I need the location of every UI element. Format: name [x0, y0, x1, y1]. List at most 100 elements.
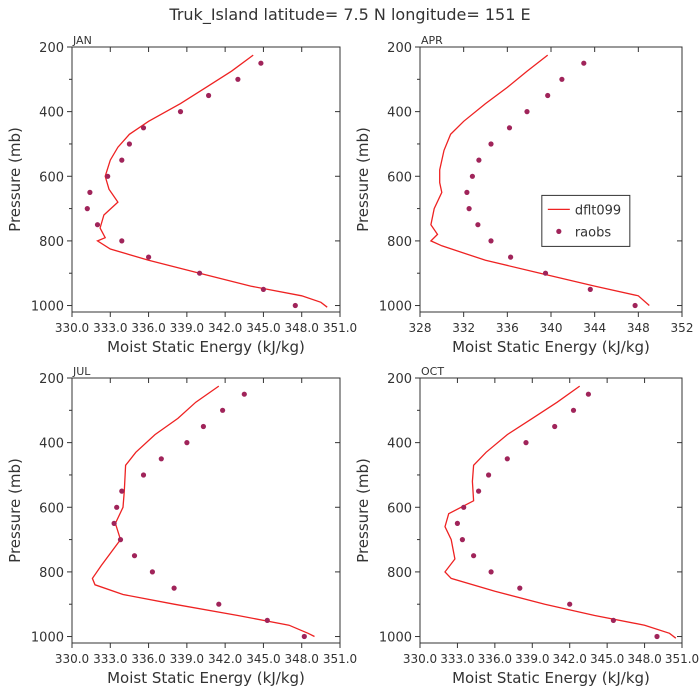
obs-point [184, 440, 190, 446]
x-tick-label: 332 [452, 321, 475, 335]
obs-point [264, 617, 270, 624]
x-tick-label: 330.0 [55, 321, 89, 335]
x-tick-label: 339.0 [170, 321, 204, 335]
y-tick-label: 400 [387, 106, 412, 121]
x-tick-label: 336.0 [131, 652, 165, 666]
y-tick-label: 600 [387, 170, 412, 185]
x-tick-label: 351.0 [665, 652, 699, 666]
x-tick-label: 345.0 [246, 652, 280, 666]
panel-oct: OCT 200 400 600 800 1000 330.0 333.0 336.0 339.0 3… [354, 365, 699, 687]
x-tick-label: 345.0 [590, 652, 624, 666]
x-tick-label: 342.0 [208, 321, 242, 335]
legend-label-model: dflt099 [575, 203, 621, 218]
obs-point [84, 206, 90, 212]
obs-point [488, 238, 494, 244]
x-axis-label: Moist Static Energy (kJ/kg) [107, 669, 305, 687]
obs-point [459, 537, 465, 543]
obs-point [197, 270, 203, 276]
legend-label-obs: raobs [575, 225, 612, 240]
obs-point [119, 157, 125, 163]
obs-point [654, 633, 660, 640]
obs-point [258, 60, 264, 66]
obs-point [117, 537, 124, 543]
x-tick-label: 336.0 [478, 652, 512, 666]
obs-point [200, 423, 206, 430]
obs-point [206, 92, 212, 99]
obs-point [126, 141, 132, 147]
panel-title: JUL [72, 365, 91, 378]
obs-point [542, 270, 549, 276]
obs-point [149, 569, 155, 575]
panel-title: OCT [421, 365, 444, 378]
x-tick-label: 328 [409, 321, 432, 335]
obs-point [567, 601, 573, 607]
series-line-dflt099 [444, 385, 677, 639]
x-tick-label: 336 [496, 321, 519, 335]
obs-point [504, 456, 510, 462]
x-tick-label: 345.0 [246, 321, 280, 335]
obs-point [552, 423, 558, 430]
series-line-dflt099 [429, 54, 650, 306]
obs-point [114, 504, 120, 510]
obs-point [476, 157, 482, 163]
obs-point [177, 109, 184, 115]
x-tick-label: 340 [540, 321, 563, 335]
y-tick-label: 200 [387, 372, 412, 387]
x-tick-label: 330.0 [55, 652, 89, 666]
x-tick-label: 348.0 [627, 652, 661, 666]
obs-point [466, 206, 472, 212]
obs-point [94, 222, 101, 228]
x-tick-label: 342.0 [208, 652, 242, 666]
y-tick-label: 1000 [379, 631, 412, 646]
obs-point [301, 633, 307, 640]
y-tick-label: 200 [39, 41, 64, 56]
obs-point [216, 601, 222, 607]
obs-point [111, 520, 117, 527]
obs-point [87, 189, 93, 195]
y-tick-label: 200 [387, 41, 412, 56]
obs-point [260, 286, 266, 292]
obs-point [476, 488, 482, 494]
y-tick-label: 600 [39, 170, 64, 185]
y-axis-label: Pressure (mb) [6, 458, 24, 563]
y-tick-label: 400 [39, 437, 64, 452]
panel-jul: JUL 200 400 600 800 1000 330.0 333.0 336.0 339.0 3… [6, 365, 357, 687]
obs-point [506, 125, 513, 131]
obs-point [235, 76, 241, 82]
y-tick-label: 1000 [379, 300, 412, 315]
obs-point [105, 173, 111, 179]
panel-title: JAN [72, 34, 92, 47]
obs-point [545, 92, 551, 99]
obs-point [559, 76, 565, 82]
x-tick-label: 344 [583, 321, 606, 335]
obs-point [140, 125, 147, 131]
x-tick-label: 348.0 [285, 321, 319, 335]
y-tick-label: 400 [39, 106, 64, 121]
obs-point [508, 254, 514, 260]
plot-frame [419, 377, 683, 644]
figure-title: Truk_Island latitude= 7.5 N longitude= 1… [168, 5, 530, 25]
x-tick-label: 333.0 [93, 652, 127, 666]
x-tick-label: 336.0 [131, 321, 165, 335]
series-line-dflt099 [96, 54, 328, 308]
x-axis-label: Moist Static Energy (kJ/kg) [107, 338, 305, 356]
plot-frame [71, 46, 341, 313]
obs-point [292, 302, 298, 309]
plot-frame [419, 46, 683, 313]
obs-point [140, 472, 147, 478]
obs-point [632, 302, 638, 309]
obs-point [131, 553, 138, 559]
y-tick-label: 800 [387, 235, 412, 250]
obs-point [475, 222, 481, 228]
panel-apr: APR 200 400 600 800 1000 328 332 336 340 344 348 352… [354, 34, 693, 356]
x-tick-label: 339.0 [515, 652, 549, 666]
obs-point [585, 391, 592, 397]
y-tick-label: 400 [387, 437, 412, 452]
x-tick-label: 348.0 [285, 652, 319, 666]
obs-point [119, 488, 125, 494]
y-axis-label: Pressure (mb) [354, 127, 372, 232]
obs-point [220, 407, 226, 413]
x-axis-label: Moist Static Energy (kJ/kg) [452, 338, 650, 356]
y-tick-label: 1000 [31, 631, 64, 646]
x-tick-label: 339.0 [170, 652, 204, 666]
